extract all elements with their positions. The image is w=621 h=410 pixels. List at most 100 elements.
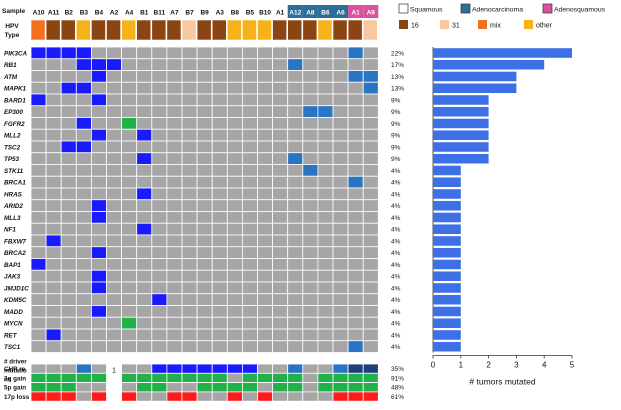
gene-label: HRAS [4,191,23,198]
mutation-cell [30,187,47,201]
mutation-cell [362,305,379,318]
mutation-cell [60,258,77,271]
mutation-cell [362,328,379,342]
mutation-cell [287,258,304,271]
mutation-cell [45,81,62,95]
legend-histology-swatch [542,3,553,14]
legend-hpv-swatch [399,20,408,29]
mutation-cell [151,222,168,236]
gene-label: RB1 [4,62,17,69]
mutation-cell [362,222,379,236]
mutation-cell [106,258,123,271]
mutation-cell [226,175,243,189]
mutation-percent: 4% [391,309,401,316]
gene-label: FGFR2 [4,121,25,128]
mutation-cell [302,246,319,259]
mutation-cell [196,175,213,189]
mutation-cell [226,316,243,330]
mutation-cell [45,164,62,177]
mutation-cell [166,281,183,295]
mutation-cell [60,199,77,212]
mutation-cell [362,316,379,330]
mutation-cell [181,46,198,60]
mutation-cell [151,70,168,83]
mutation-cell [257,222,274,236]
mutation-cell [362,211,379,224]
mutation-cell [181,152,198,165]
mutation-cell [257,175,274,189]
cnv-cell [257,363,274,374]
mutation-cell [287,246,304,259]
mutation-cell [136,187,153,201]
mutation-cell [45,152,62,165]
hpv-cell [106,19,121,41]
mutation-cell [332,152,349,165]
mutation-cell [347,81,364,95]
cnv-cell [196,382,213,393]
mutation-cell [211,152,228,165]
mutation-cell [106,211,123,224]
mutation-cell [317,199,334,212]
mutation-cell [211,293,228,306]
mutation-cell [317,93,334,107]
bar [433,259,461,270]
cnv-cell [272,363,289,374]
gene-label: FBXW7 [4,238,27,245]
bar [433,59,545,70]
mutation-cell [106,140,123,154]
mutation-cell [257,93,274,107]
mutation-cell [151,105,168,118]
hpv-cell [91,19,106,41]
mutation-cell [181,234,198,248]
mutation-cell [45,222,62,236]
mutation-cell [211,105,228,118]
cnv-cell [332,391,349,402]
mutation-cell [332,140,349,154]
mutation-cell [45,305,62,318]
gene-labels: PIK3CA RB1 ATM MAPK1 BARD1 EP300 FGFR2 MLL2 TSC2… [3,50,29,351]
mutation-cell [226,117,243,130]
mutation-cell [211,234,228,248]
mutation-cell [196,340,213,353]
mutation-cell [181,305,198,318]
mutation-cell [226,281,243,295]
mutation-cell [30,340,47,353]
cnv-cell [211,391,228,402]
mutation-cell [317,164,334,177]
mutation-cell [91,46,107,60]
mutation-cell [60,305,77,318]
mutation-cell [257,81,274,95]
x-tick-label: 1 [459,361,464,370]
cnv-cell [60,372,77,383]
mutation-cell [332,70,349,83]
mutation-cell [272,152,289,165]
mutation-cell [60,293,77,306]
mutation-cell [287,140,304,154]
mutation-cell [347,152,364,165]
mutation-cell [151,246,168,259]
mutation-cell [272,199,289,212]
mutation-cell [226,152,243,165]
mutation-cell [75,293,92,306]
mutation-cell [151,46,168,60]
mutation-cell [287,81,304,95]
mutation-cell [30,58,47,71]
mutation-cell [317,234,334,248]
mutation-cell [106,117,123,130]
sample-id: A12 [289,10,301,17]
cnv-cell [75,382,92,393]
cnv-cell [91,372,107,383]
mutation-cell [196,293,213,306]
cnv-cell [226,363,243,374]
cnv-cell [121,382,138,393]
mutation-cell [196,199,213,212]
gene-label: JMJD1C [4,285,29,292]
mutation-cell [181,211,198,224]
mutation-cell [121,117,138,130]
mutation-cell [226,234,243,248]
mutation-percent: 9% [391,144,401,151]
mutation-cell [241,117,258,130]
mutation-cell [45,187,62,201]
cnv-cell [181,391,198,402]
mutation-cell [226,258,243,271]
